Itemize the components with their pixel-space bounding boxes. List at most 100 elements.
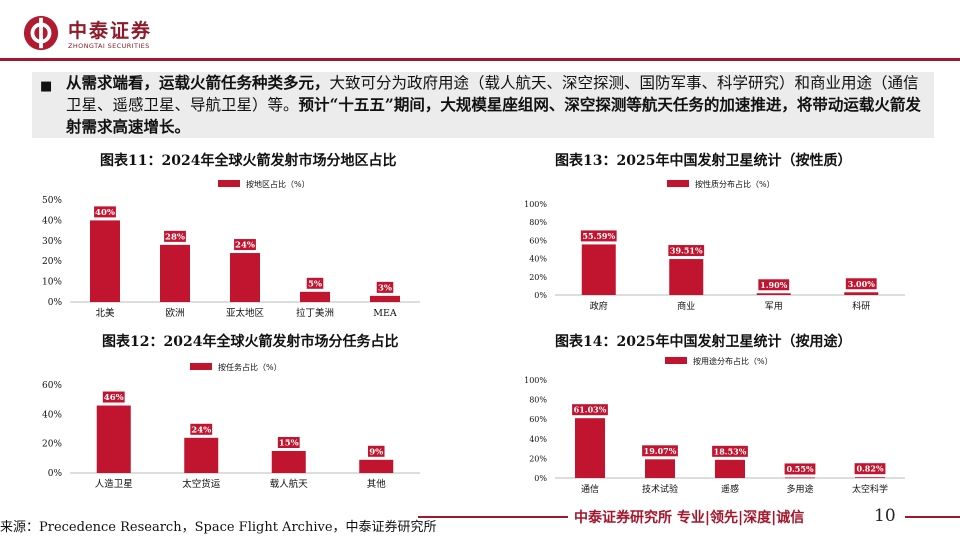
x-category-label: 技术试验 (642, 483, 678, 495)
bar (756, 293, 791, 295)
data-label-bg (712, 445, 748, 457)
chart-title-fig14: 图表14：2025年中国发射卫星统计（按用途） (555, 334, 852, 350)
chart-title-fig12: 图表12：2024年全球火箭发射市场分任务占比 (102, 334, 399, 350)
data-label: 39.51% (670, 246, 703, 256)
bar (271, 451, 306, 473)
legend-label: 按地区占比（%） (246, 179, 310, 189)
page-number: 10 (874, 506, 896, 526)
data-label-bg (102, 391, 125, 403)
data-label: 46% (104, 393, 124, 403)
data-label: 3.00% (848, 279, 875, 289)
data-label-bg (580, 230, 617, 242)
data-label-bg (367, 445, 385, 457)
y-tick-label: 20% (42, 257, 62, 267)
y-tick-label: 100% (524, 376, 547, 385)
data-label: 9% (369, 447, 383, 457)
x-category-label: 人造卫星 (95, 478, 133, 490)
y-tick-label: 80% (529, 396, 547, 405)
x-category-label: 北美 (95, 307, 115, 319)
bar (844, 292, 879, 295)
y-tick-label: 20% (42, 440, 62, 450)
y-tick-label: 0% (534, 291, 547, 300)
bar (785, 477, 815, 479)
intro-text: 从需求端看，运载火箭任务种类多元，大致可分为政府用途（载人航天、深空探测、国防军… (66, 72, 928, 138)
x-category-label: 欧洲 (165, 307, 184, 319)
y-tick-label: 20% (529, 273, 547, 282)
bullet-square-icon: ■ (40, 79, 53, 94)
y-tick-label: 40% (529, 255, 547, 264)
company-logo: 中泰证券 ZHONGTAI SECURITIES (22, 14, 182, 54)
x-category-label: 载人航天 (270, 478, 309, 490)
data-label: 0.55% (786, 464, 813, 474)
y-tick-label: 0% (534, 474, 547, 483)
x-category-label: 太空科学 (852, 483, 888, 495)
x-category-label: 商业 (677, 300, 695, 312)
y-tick-label: 40% (42, 216, 62, 226)
data-label-bg (94, 206, 116, 218)
data-label-bg (306, 277, 324, 289)
chart-fig11: 按地区占比（%） 0% 10% 20% 30% 40% 50% 40% 北美 28% 欧洲 24% 亚太… (42, 179, 420, 319)
data-label: 0.82% (856, 464, 883, 474)
x-category-label: 通信 (581, 483, 599, 495)
intro-box: ■ 从需求端看，运载火箭任务种类多元，大致可分为政府用途（载人航天、深空探测、国… (32, 72, 934, 138)
bar (581, 244, 616, 295)
x-category-label: MEA (373, 308, 397, 319)
bar (370, 295, 400, 302)
data-label: 40% (95, 208, 115, 218)
y-tick-label: 30% (42, 237, 62, 247)
data-label-bg (234, 239, 256, 251)
x-category-label: 其他 (367, 478, 387, 490)
legend-swatch (665, 357, 687, 364)
bar (160, 244, 190, 302)
y-tick-label: 10% (42, 278, 62, 288)
data-label: 1.90% (760, 280, 787, 290)
data-label: 24% (235, 241, 255, 251)
bar (855, 477, 885, 478)
legend-label: 按任务占比（%） (218, 362, 282, 372)
bar (184, 437, 219, 473)
data-label: 15% (279, 439, 299, 449)
logo-english-name: ZHONGTAI SECURITIES (68, 42, 150, 50)
y-tick-label: 60% (42, 381, 62, 391)
data-label: 55.59% (582, 231, 615, 241)
intro-lead: 从需求端看，运载火箭任务种类多元， (66, 73, 330, 92)
footer-tagline: 中泰证券研究所 专业|领先|深度|诚信 (574, 510, 805, 526)
x-category-label: 科研 (852, 300, 870, 312)
bar (90, 220, 120, 302)
chart-title-fig13: 图表13：2025年中国发射卫星统计（按性质） (555, 153, 852, 169)
logo-chinese-name: 中泰证券 (68, 20, 153, 42)
x-category-label: 政府 (590, 300, 608, 312)
x-category-label: 多用途 (786, 483, 813, 495)
bar (359, 459, 394, 473)
data-label-bg (854, 463, 886, 475)
x-category-label: 拉丁美洲 (296, 307, 334, 319)
source-note: 来源：Precedence Research，Space Flight Arch… (0, 520, 437, 535)
header-divider (0, 58, 960, 61)
zhongtai-logo-icon (23, 15, 59, 51)
chart-fig12: 按任务占比（%） 0% 20% 40% 60% 46% 人造卫星 24% 太空货运 15% 载人航天… (42, 362, 420, 490)
bar (715, 459, 745, 478)
data-label-bg (572, 404, 608, 416)
data-label-bg (277, 437, 300, 448)
data-label-bg (376, 281, 394, 293)
y-tick-label: 40% (42, 410, 62, 420)
data-label-bg (668, 245, 705, 257)
y-tick-label: 80% (529, 218, 547, 227)
data-label: 18.53% (714, 446, 747, 456)
data-label-bg (784, 463, 816, 475)
x-category-label: 太空货运 (182, 478, 221, 490)
intro-body: 大致可分为政府用途（载人航天、深空探测、国防军事、科学研究）和商业用途（通信卫星… (66, 74, 919, 114)
data-label: 28% (165, 232, 185, 242)
footer-rule-left (418, 516, 568, 518)
legend-swatch (190, 363, 212, 370)
x-category-label: 亚太地区 (226, 307, 265, 319)
data-label: 61.03% (574, 405, 607, 415)
data-label-bg (758, 279, 790, 291)
data-label: 19.07% (644, 446, 677, 456)
legend-label: 按性质分布占比（%） (695, 179, 775, 189)
y-tick-label: 60% (529, 415, 547, 424)
y-tick-label: 100% (524, 200, 547, 209)
data-label-bg (642, 445, 678, 457)
intro-forecast: 预计“十五五”期间，大规模星座组网、深空探测等航天任务的加速推进，将带动运载火箭… (66, 95, 921, 136)
data-label-bg (190, 423, 213, 435)
